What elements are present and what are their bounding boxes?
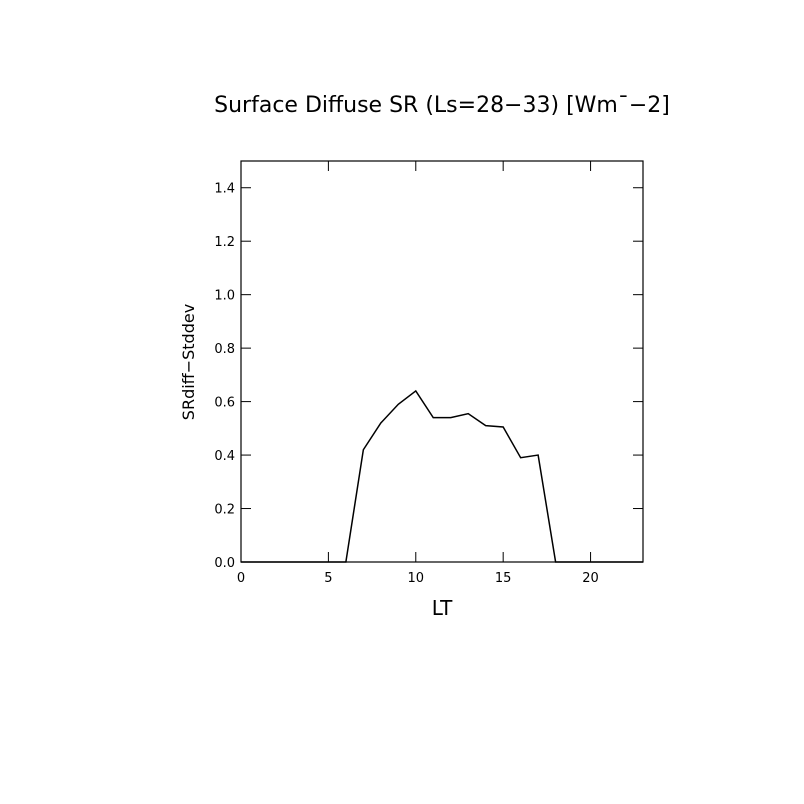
y-tick-label: 1.0 [214, 289, 235, 304]
chart-title: Surface Diffuse SR (Ls=28−33) [Wm¯−2] [214, 93, 670, 118]
x-tick-label: 0 [237, 571, 245, 586]
y-tick-label: 1.2 [214, 235, 235, 250]
x-tick-label: 20 [582, 571, 599, 586]
plot-frame [240, 160, 644, 563]
x-tick-label: 10 [408, 571, 425, 586]
y-tick-label: 0.6 [214, 396, 235, 411]
y-axis-label: SRdiff−Stddev [179, 304, 198, 420]
y-tick-label: 0.0 [214, 556, 235, 571]
y-tick-label: 1.4 [214, 182, 235, 197]
y-tick-label: 0.2 [214, 503, 235, 518]
y-tick-label: 0.4 [214, 449, 235, 464]
data-line [241, 389, 643, 563]
x-axis-label: LT [432, 596, 453, 620]
x-tick-label: 5 [324, 571, 332, 586]
x-tick-label: 15 [495, 571, 512, 586]
y-tick-label: 0.8 [214, 342, 235, 357]
